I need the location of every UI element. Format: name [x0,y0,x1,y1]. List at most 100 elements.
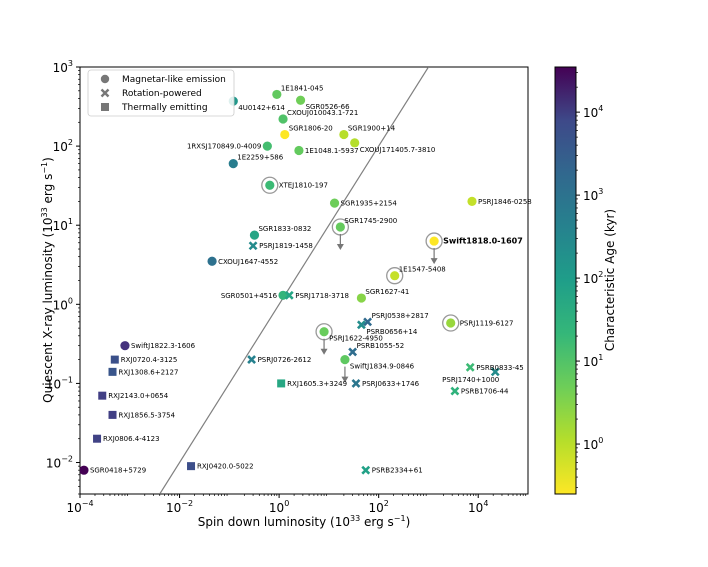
point-rxj0720-4-3125 [110,355,119,364]
point-sgr1900-14 [339,129,349,140]
ring-xtej1810-197 [261,176,279,194]
point-xtej1810-197 [265,180,275,190]
label-1e1048-1-5937: 1E1048.1-5937 [305,147,359,155]
colorbar-tick-label: 103 [583,187,603,203]
label-sgr1833-0832: SGR1833-0832 [258,225,311,233]
label-sgr0501-4516: SGR0501+4516 [221,292,278,300]
label-1rxsj170849-0-4009: 1RXSJ170849.0-4009 [187,143,261,151]
label-sgr0526-66: SGR0526-66 [306,103,351,111]
label-swift1818-0-1607: Swift1818.0-1607 [443,237,523,246]
colorbar-tick-label: 102 [583,270,603,286]
point-1e1048-1-5937 [294,145,304,156]
legend-label-magnetar: Magnetar-like emission [122,75,226,85]
label-sgr1806-20: SGR1806-20 [289,125,333,133]
label-psrb0656-14: PSRB0656+14 [366,328,417,336]
upper-limit-arrow-psrj1622-4950 [320,338,328,355]
label-cxouj171405-7-3810: CXOUJ171405.7-3810 [360,146,436,154]
label-swiftj1834-9-0846: SwiftJ1834.9-0846 [350,363,415,371]
point-cxouj1647-4552 [207,256,217,266]
label-rxj1605-3-3249: RXJ1605.3+3249 [287,380,347,388]
y-tick-label: 103 [53,59,73,75]
point-sgr0526-66 [295,95,306,105]
label-psrj1119-6127: PSRJ1119-6127 [460,320,514,328]
point-psrj1846-0258 [467,196,477,206]
upper-limit-arrow-swift1818-0-1607 [430,248,438,265]
label-sgr1745-2900: SGR1745-2900 [344,217,397,225]
upper-limit-arrow-swiftj1834-9-0846 [341,366,349,383]
label-xtej1810-197: XTEJ1810-197 [279,182,328,190]
legend-x-marker [100,88,110,98]
point-1e1841-045 [272,89,282,100]
colorbar-label: Characteristic Age (kyr) [603,209,617,351]
label-psrb1706-44: PSRB1706-44 [461,388,509,396]
colorbar-tick-label: 104 [583,104,603,120]
label-psrj1622-4950: PSRJ1622-4950 [329,335,383,343]
label-1e2259-586: 1E2259+586 [237,154,283,162]
label-1e1547-5408: 1E1547-5408 [399,266,446,274]
y-tick-label: 10−1 [46,375,73,391]
point-psrj1622-4950 [319,327,329,337]
label-sgr1627-41: SGR1627-41 [365,288,409,296]
legend-square-marker [101,103,109,111]
point-rxj1308-6-2127 [108,367,117,376]
label-sgr0418-5729: SGR0418+5729 [90,467,146,475]
point-psrb1706-44 [450,386,460,396]
label-psrj1846-0258: PSRJ1846-0258 [478,198,532,206]
label-psrj0726-2612: PSRJ0726-2612 [258,356,312,364]
label-rxj0720-4-3125: RXJ0720.4-3125 [121,356,178,364]
x-tick-label: 10−4 [66,499,93,515]
point-psrj1819-1458 [248,241,258,251]
point-sgr0418-5729 [80,465,89,475]
label-psrb2334-61: PSRB2334+61 [372,467,423,475]
point-psrj1119-6127 [446,318,456,328]
x-tick-label: 10−2 [166,499,193,515]
x-tick-label: 102 [368,499,388,515]
point-swiftj1834-9-0846 [340,355,350,365]
point-psrj0633-1746 [351,378,361,388]
point-rxj0420-0-5022 [187,462,196,471]
point-swift1818-0-1607 [429,236,439,246]
label-rxj1856-5-3754: RXJ1856.5-3754 [119,411,176,419]
point-1e2259-586 [228,159,238,169]
label-rxj0420-0-5022: RXJ0420.0-5022 [197,463,254,471]
point-sgr1833-0832 [249,230,260,240]
label-rxj2143-0-0654: RXJ2143.0+0654 [108,392,168,400]
label-psrj1819-1458: PSRJ1819-1458 [259,242,313,250]
x-axis-label: Spin down luminosity (1033 erg s−1) [198,514,411,529]
plot-area [79,66,529,495]
point-psrb2334-61 [361,465,371,475]
label-rxj0806-4-4123: RXJ0806.4-4123 [103,435,160,443]
label-cxouj1647-4552: CXOUJ1647-4552 [218,258,278,266]
legend: Magnetar-like emission Rotation-powered … [87,69,235,117]
label-psrj0538-2817: PSRJ0538+2817 [372,312,429,320]
point-cxouj010043-1-721 [278,114,288,124]
colorbar [554,66,577,495]
legend-circle-marker [100,74,110,84]
reference-line [159,67,429,494]
point-rxj2143-0-0654 [98,391,107,400]
ring-psrj1119-6127 [442,314,460,332]
legend-label-thermal: Thermally emitting [121,103,208,113]
label-sgr1900-14: SGR1900+14 [348,125,396,133]
label-psrj1718-3718: PSRJ1718-3718 [295,292,349,300]
point-rxj1856-5-3754 [108,410,117,419]
point-psrj1718-3718 [284,290,294,300]
y-axis-label: Quiescent X-ray luminosity (1033 erg s−1… [40,157,55,403]
y-tick-label: 102 [53,138,73,154]
legend-label-rotation: Rotation-powered [122,89,202,99]
point-rxj0806-4-4123 [93,434,102,443]
point-1e1547-5408 [390,271,400,281]
point-psrj1740-1000 [490,367,500,377]
y-tick-label: 10−2 [46,455,73,471]
point-sgr1806-20 [280,129,290,140]
x-tick-label: 100 [269,499,289,515]
point-swiftj1822-3-1606 [120,341,130,351]
point-rxj1605-3-3249 [277,379,286,388]
label-4u0142-614: 4U0142+614 [238,104,285,112]
label-swiftj1822-3-1606: SwiftJ1822.3-1606 [131,342,196,350]
colorbar-tick-label: 101 [583,353,603,369]
ring-1e1547-5408 [386,267,404,285]
point-1rxsj170849-0-4009 [262,141,272,151]
label-rxj1308-6-2127: RXJ1308.6+2127 [119,368,179,376]
